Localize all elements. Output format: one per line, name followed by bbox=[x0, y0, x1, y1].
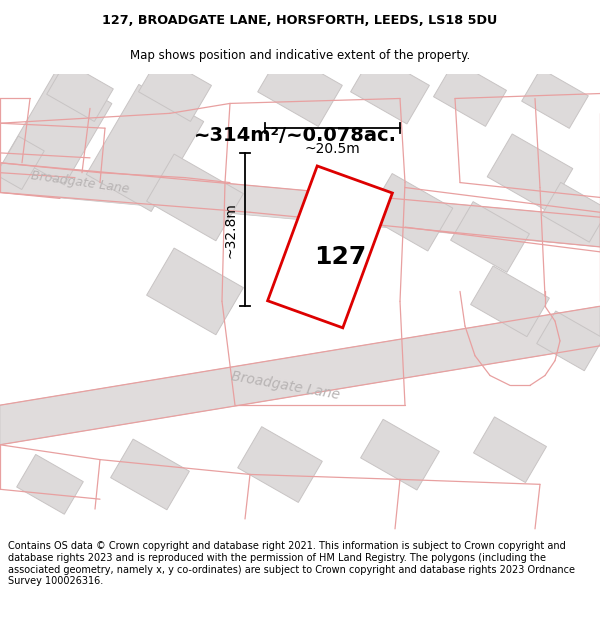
Polygon shape bbox=[434, 61, 506, 126]
Polygon shape bbox=[47, 62, 113, 121]
Polygon shape bbox=[542, 182, 600, 242]
Text: Map shows position and indicative extent of the property.: Map shows position and indicative extent… bbox=[130, 49, 470, 62]
Polygon shape bbox=[146, 248, 244, 335]
Polygon shape bbox=[451, 202, 529, 272]
Text: 127, BROADGATE LANE, HORSFORTH, LEEDS, LS18 5DU: 127, BROADGATE LANE, HORSFORTH, LEEDS, L… bbox=[103, 14, 497, 27]
Polygon shape bbox=[487, 134, 573, 211]
Polygon shape bbox=[17, 454, 83, 514]
Text: ~32.8m: ~32.8m bbox=[224, 202, 238, 258]
Polygon shape bbox=[367, 174, 453, 251]
Polygon shape bbox=[268, 166, 392, 328]
Polygon shape bbox=[110, 439, 190, 510]
Polygon shape bbox=[536, 311, 600, 371]
Polygon shape bbox=[521, 69, 589, 128]
Text: Contains OS data © Crown copyright and database right 2021. This information is : Contains OS data © Crown copyright and d… bbox=[8, 541, 575, 586]
Text: ~314m²/~0.078ac.: ~314m²/~0.078ac. bbox=[193, 126, 397, 144]
Text: Broadgate Lane: Broadgate Lane bbox=[30, 169, 130, 196]
Polygon shape bbox=[473, 417, 547, 482]
Polygon shape bbox=[86, 84, 204, 211]
Polygon shape bbox=[257, 51, 343, 126]
Polygon shape bbox=[8, 71, 112, 185]
Polygon shape bbox=[470, 266, 550, 337]
Polygon shape bbox=[361, 419, 439, 490]
Polygon shape bbox=[0, 162, 600, 247]
Text: 127: 127 bbox=[314, 245, 366, 269]
Polygon shape bbox=[146, 154, 244, 241]
Text: Broadgate Lane: Broadgate Lane bbox=[230, 369, 341, 402]
Polygon shape bbox=[350, 53, 430, 124]
Text: ~20.5m: ~20.5m bbox=[305, 142, 361, 156]
Polygon shape bbox=[0, 136, 44, 189]
Polygon shape bbox=[139, 56, 211, 121]
Polygon shape bbox=[238, 427, 322, 503]
Polygon shape bbox=[0, 306, 600, 445]
